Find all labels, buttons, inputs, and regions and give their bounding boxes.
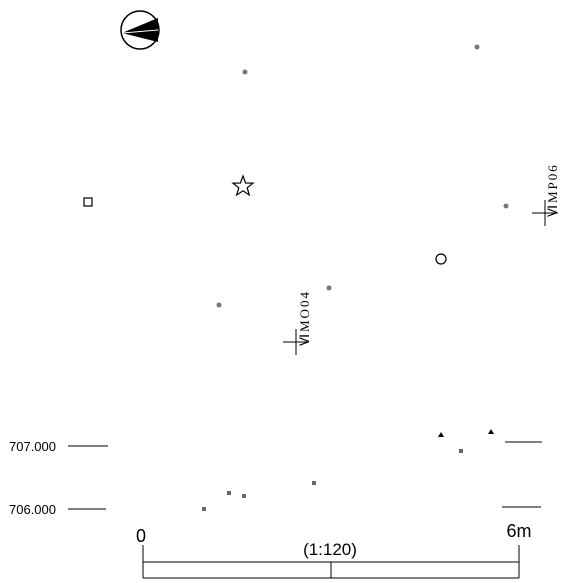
grid-point-label: ⅥMO04 <box>297 290 312 346</box>
scale-end: 6m <box>506 521 531 541</box>
scale-start: 0 <box>136 526 146 546</box>
scale-bar <box>142 545 520 579</box>
star-marker <box>231 174 255 197</box>
north-arrow <box>120 10 160 50</box>
elevation-label: 706.000 <box>9 502 56 517</box>
small-finds <box>202 429 494 511</box>
scale-ratio: (1:120) <box>303 540 357 559</box>
circle-marker <box>435 253 447 265</box>
grid-point-label: ⅥMP06 <box>545 163 560 217</box>
square-marker <box>83 197 93 207</box>
find-markers <box>216 44 509 308</box>
elevation-label: 707.000 <box>9 439 56 454</box>
grid-cross <box>283 200 558 355</box>
